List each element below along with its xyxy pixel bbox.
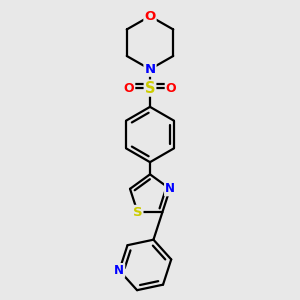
Text: O: O xyxy=(144,10,156,23)
Text: N: N xyxy=(114,264,124,277)
Text: N: N xyxy=(144,63,156,76)
Text: S: S xyxy=(133,206,142,219)
Text: O: O xyxy=(124,82,134,94)
Text: S: S xyxy=(145,81,155,96)
Text: O: O xyxy=(166,82,176,94)
Text: N: N xyxy=(165,182,175,195)
